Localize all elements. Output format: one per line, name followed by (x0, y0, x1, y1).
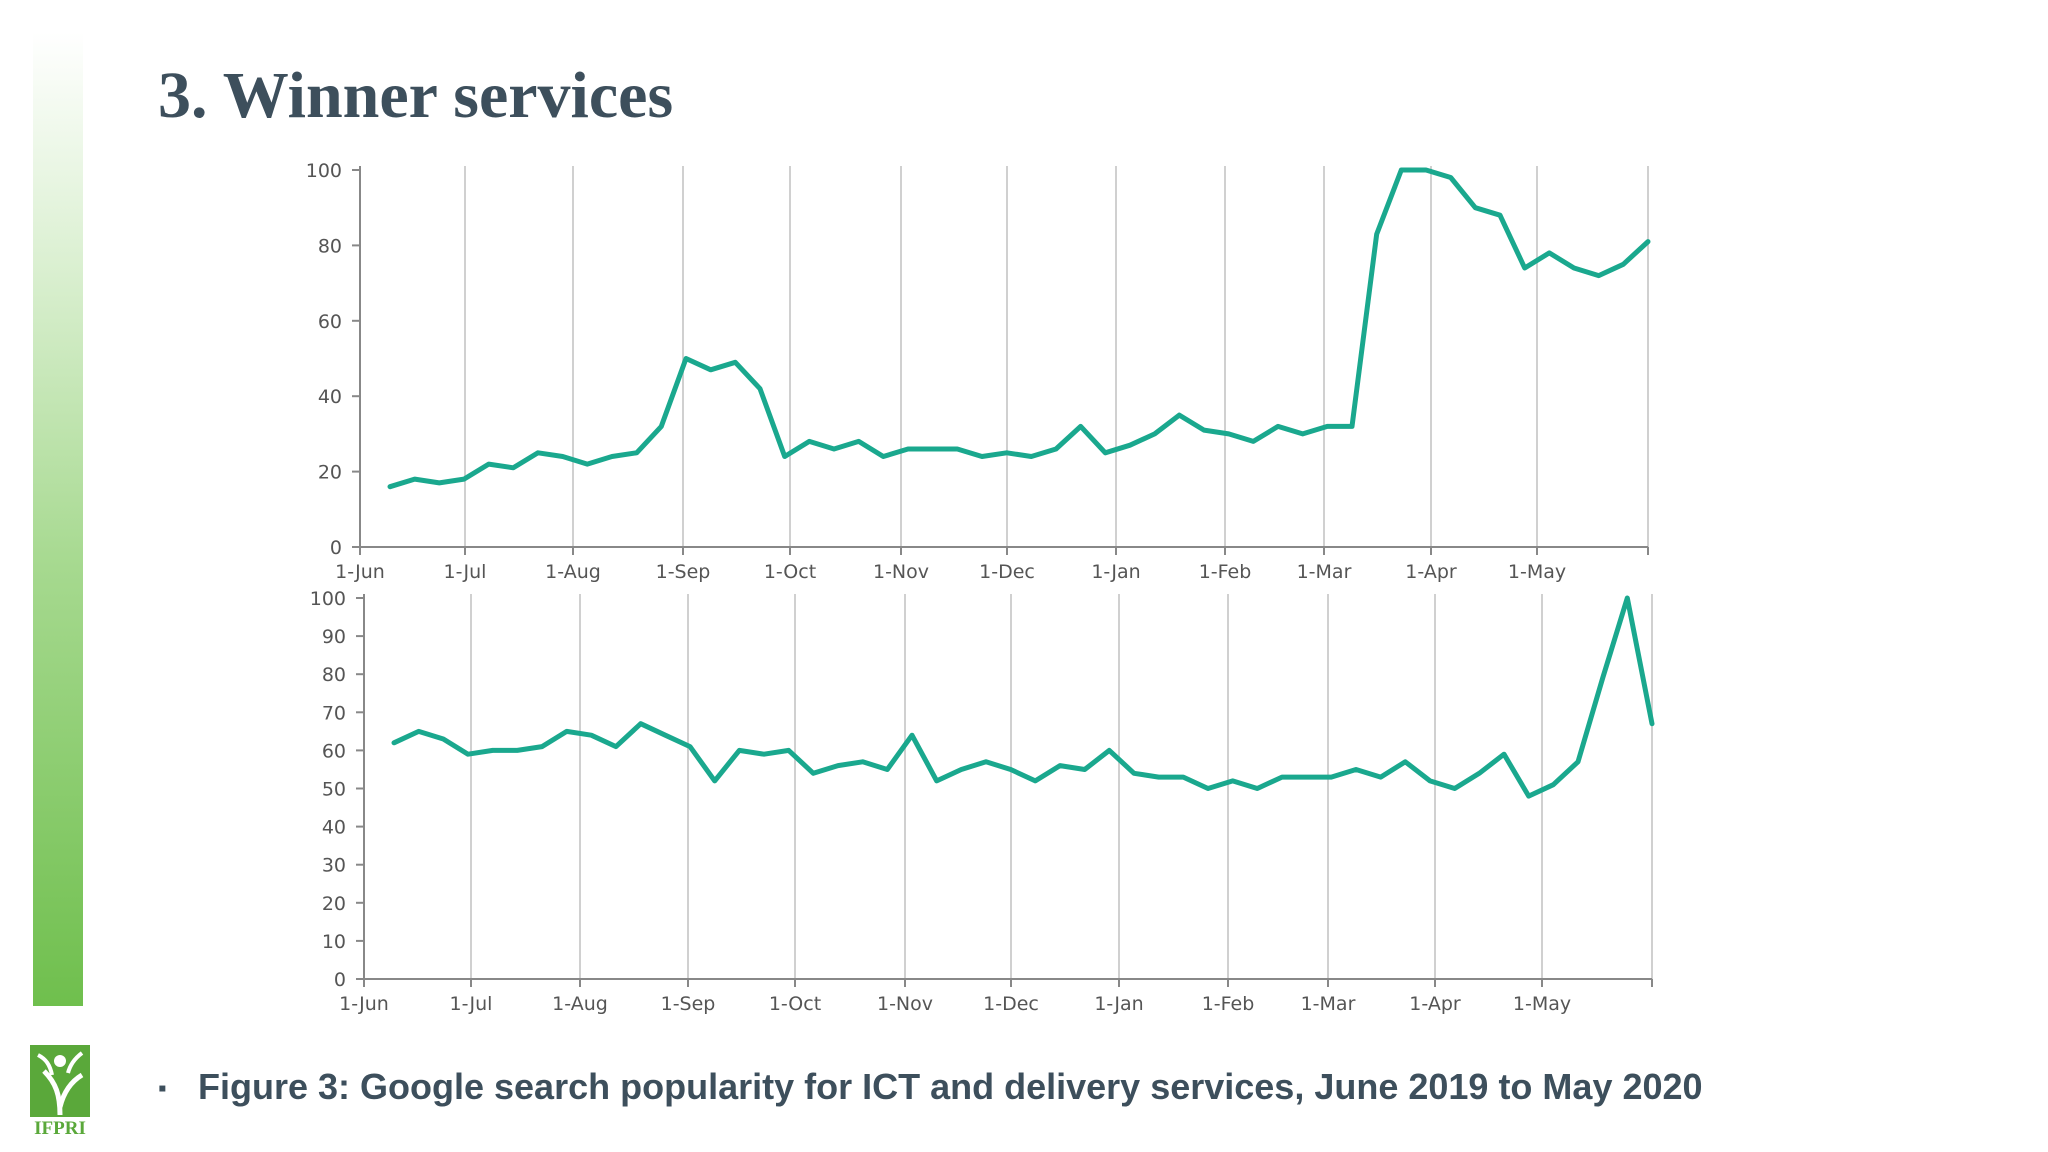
x-tick-label: 1-Mar (1297, 561, 1352, 583)
y-tick-label: 60 (322, 740, 346, 762)
x-tick-label: 1-Mar (1301, 993, 1356, 1015)
x-tick-label: 1-May (1508, 561, 1566, 583)
y-tick-label: 80 (318, 235, 342, 257)
y-tick-label: 0 (330, 537, 342, 559)
x-tick-label: 1-Jun (335, 561, 385, 583)
ifpri-logo-icon (30, 1045, 90, 1117)
x-tick-label: 1-Sep (661, 993, 716, 1015)
x-tick-label: 1-Feb (1202, 993, 1255, 1015)
y-tick-label: 70 (322, 702, 346, 724)
x-tick-label: 1-Sep (656, 561, 711, 583)
y-tick-label: 10 (322, 931, 346, 953)
x-tick-label: 1-Jul (444, 561, 487, 583)
y-tick-label: 60 (318, 311, 342, 333)
x-tick-label: 1-Oct (769, 993, 821, 1015)
y-tick-label: 40 (318, 386, 342, 408)
chart-delivery-search-popularity: 0 10 20 30 40 50 60 70 80 90 100 1-Jun 1-Jul 1-Aug 1-S… (310, 588, 1655, 1015)
x-tick-label: 1-Dec (983, 993, 1039, 1015)
y-tick-label: 90 (322, 626, 346, 648)
y-tick-label: 20 (322, 893, 346, 915)
figure-caption-text: Figure 3: Google search popularity for I… (198, 1066, 1703, 1107)
decorative-side-bar (33, 32, 83, 1006)
y-tick-label: 20 (318, 462, 342, 484)
x-tick-label: 1-Apr (1405, 561, 1457, 583)
y-tick-label: 100 (306, 160, 342, 182)
series-line (391, 595, 1655, 799)
y-tick-label: 30 (322, 855, 346, 877)
x-tick-label: 1-Jan (1091, 561, 1140, 583)
x-tick-label: 1-Dec (979, 561, 1035, 583)
x-tick-label: 1-Nov (877, 993, 933, 1015)
y-tick-label: 50 (322, 779, 346, 801)
y-tick-label: 40 (322, 817, 346, 839)
x-tick-label: 1-Feb (1199, 561, 1252, 583)
slide-title: 3. Winner services (158, 59, 674, 132)
bullet-icon: ▪ (158, 1075, 167, 1103)
ifpri-logo-text: IFPRI (34, 1118, 86, 1139)
x-tick-label: 1-Apr (1409, 993, 1461, 1015)
y-tick-label: 100 (310, 588, 346, 610)
x-tick-label: 1-Nov (873, 561, 929, 583)
y-tick-label: 0 (334, 969, 346, 991)
x-tick-label: 1-Aug (545, 561, 601, 583)
x-tick-label: 1-Jan (1094, 993, 1143, 1015)
chart-ict-search-popularity: 0 20 40 60 80 100 1-Jun 1-Jul 1-Aug 1-Sep 1-Oct 1-N… (306, 160, 1651, 583)
x-tick-label: 1-Aug (552, 993, 608, 1015)
x-tick-label: 1-Oct (764, 561, 816, 583)
y-tick-label: 80 (322, 664, 346, 686)
ifpri-logo: IFPRI (30, 1045, 90, 1145)
figure-caption: ▪ Figure 3: Google search popularity for … (158, 1066, 1703, 1108)
series-line (387, 167, 1651, 490)
x-tick-label: 1-May (1513, 993, 1571, 1015)
x-tick-label: 1-Jun (339, 993, 389, 1015)
x-tick-label: 1-Jul (450, 993, 493, 1015)
